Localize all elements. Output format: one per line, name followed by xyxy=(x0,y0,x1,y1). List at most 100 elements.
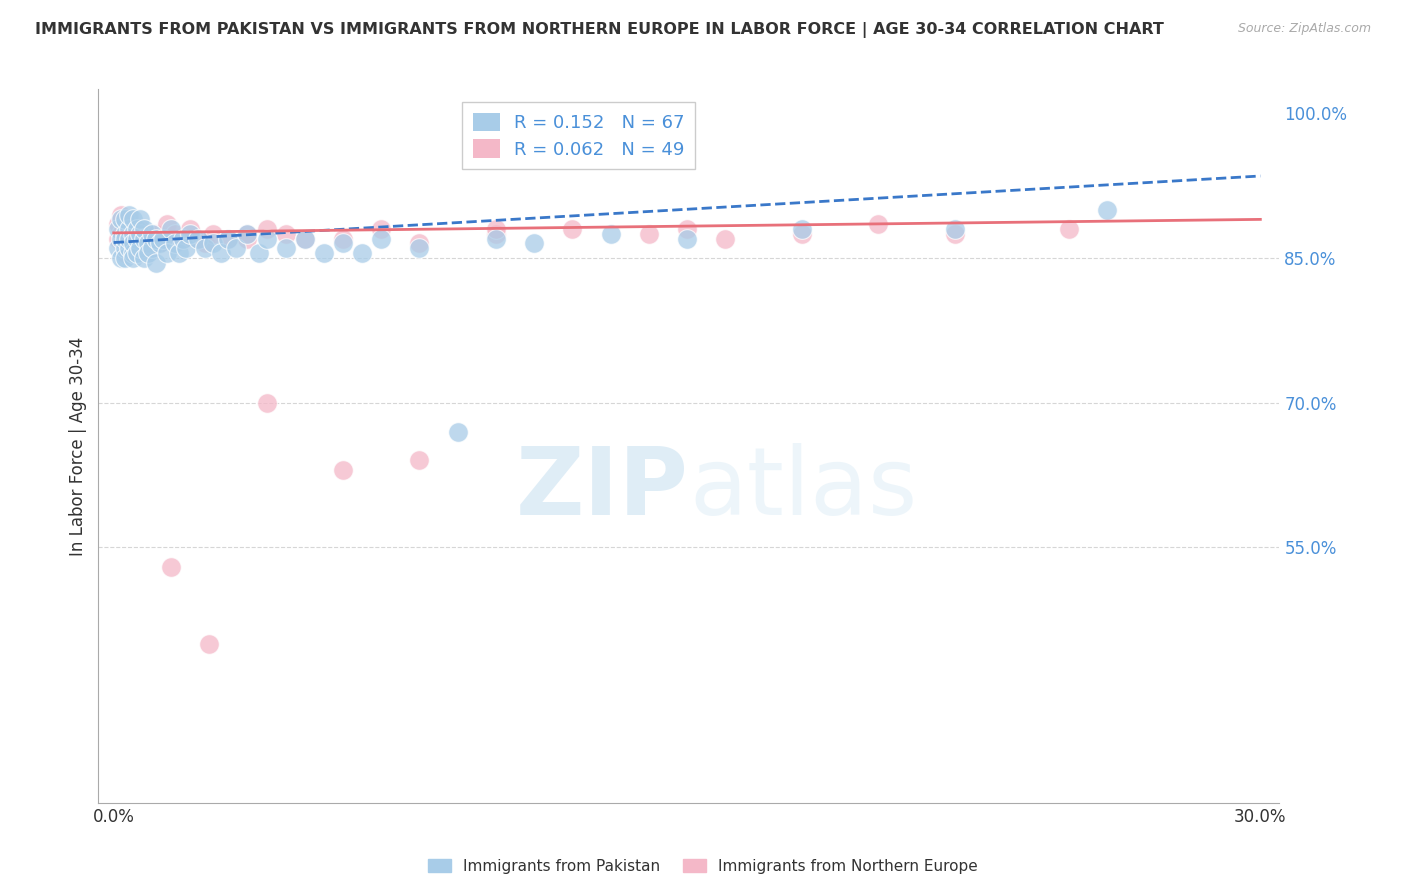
Point xyxy=(134,236,156,251)
Point xyxy=(125,222,148,236)
Point xyxy=(156,217,179,231)
Point xyxy=(485,227,508,241)
Point xyxy=(160,559,183,574)
Point xyxy=(160,222,183,236)
Legend: Immigrants from Pakistan, Immigrants from Northern Europe: Immigrants from Pakistan, Immigrants fro… xyxy=(422,853,984,880)
Point xyxy=(172,232,194,246)
Point xyxy=(121,212,143,227)
Point xyxy=(943,227,966,241)
Point xyxy=(118,212,141,227)
Point xyxy=(121,246,143,260)
Point xyxy=(236,232,259,246)
Point xyxy=(179,222,201,236)
Point xyxy=(136,236,159,251)
Text: atlas: atlas xyxy=(689,442,917,535)
Point xyxy=(167,246,190,260)
Point xyxy=(176,241,198,255)
Point xyxy=(163,236,186,251)
Point xyxy=(561,222,583,236)
Point xyxy=(121,227,143,241)
Point xyxy=(523,236,546,251)
Point xyxy=(274,241,297,255)
Point xyxy=(187,232,209,246)
Point xyxy=(274,227,297,241)
Point xyxy=(370,222,392,236)
Point xyxy=(118,236,141,251)
Point xyxy=(125,232,148,246)
Point xyxy=(247,246,270,260)
Point xyxy=(198,637,221,651)
Point xyxy=(163,227,186,241)
Point xyxy=(110,251,132,265)
Point xyxy=(447,425,470,439)
Point xyxy=(599,227,621,241)
Point xyxy=(217,232,239,246)
Point xyxy=(118,232,141,246)
Point xyxy=(141,241,163,255)
Point xyxy=(152,232,174,246)
Point xyxy=(256,395,278,409)
Point xyxy=(114,232,136,246)
Point xyxy=(121,227,143,241)
Point xyxy=(107,217,129,231)
Point xyxy=(332,463,354,477)
Point xyxy=(187,232,209,246)
Point xyxy=(172,232,194,246)
Point xyxy=(114,251,136,265)
Point xyxy=(118,241,141,255)
Point xyxy=(370,232,392,246)
Point xyxy=(256,222,278,236)
Point xyxy=(141,227,163,241)
Point xyxy=(148,236,170,251)
Point xyxy=(943,222,966,236)
Point xyxy=(141,241,163,255)
Point xyxy=(107,222,129,236)
Point xyxy=(145,227,167,241)
Point xyxy=(202,227,225,241)
Point xyxy=(114,232,136,246)
Point xyxy=(332,236,354,251)
Point xyxy=(110,208,132,222)
Point xyxy=(179,227,201,241)
Point xyxy=(256,232,278,246)
Point xyxy=(129,241,152,255)
Point xyxy=(136,227,159,241)
Point xyxy=(121,241,143,255)
Point xyxy=(134,222,156,236)
Point xyxy=(332,232,354,246)
Point xyxy=(217,232,239,246)
Point xyxy=(148,236,170,251)
Point xyxy=(790,227,813,241)
Text: IMMIGRANTS FROM PAKISTAN VS IMMIGRANTS FROM NORTHERN EUROPE IN LABOR FORCE | AGE: IMMIGRANTS FROM PAKISTAN VS IMMIGRANTS F… xyxy=(35,22,1164,38)
Point xyxy=(118,208,141,222)
Point xyxy=(107,232,129,246)
Point xyxy=(118,222,141,236)
Y-axis label: In Labor Force | Age 30-34: In Labor Force | Age 30-34 xyxy=(69,336,87,556)
Point xyxy=(868,217,890,231)
Point xyxy=(125,246,148,260)
Point xyxy=(194,236,217,251)
Point xyxy=(714,232,737,246)
Text: ZIP: ZIP xyxy=(516,442,689,535)
Point xyxy=(236,227,259,241)
Point xyxy=(121,236,143,251)
Point xyxy=(118,222,141,236)
Point xyxy=(134,251,156,265)
Point xyxy=(121,251,143,265)
Point xyxy=(156,246,179,260)
Legend: R = 0.152   N = 67, R = 0.062   N = 49: R = 0.152 N = 67, R = 0.062 N = 49 xyxy=(461,102,696,169)
Text: Source: ZipAtlas.com: Source: ZipAtlas.com xyxy=(1237,22,1371,36)
Point xyxy=(408,236,430,251)
Point xyxy=(485,232,508,246)
Point xyxy=(110,232,132,246)
Point xyxy=(110,212,132,227)
Point xyxy=(352,246,374,260)
Point xyxy=(129,222,152,236)
Point xyxy=(294,232,316,246)
Point xyxy=(676,222,699,236)
Point xyxy=(485,222,508,236)
Point xyxy=(107,241,129,255)
Point xyxy=(125,232,148,246)
Point xyxy=(312,246,335,260)
Point xyxy=(637,227,659,241)
